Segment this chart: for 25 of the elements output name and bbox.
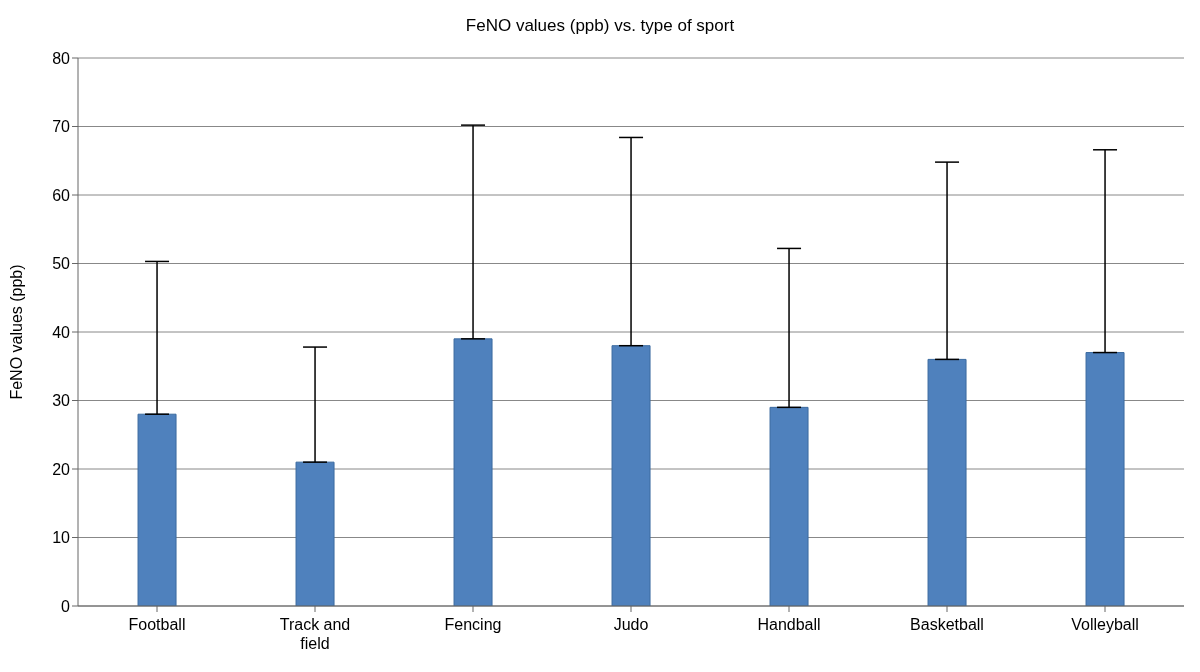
bar [453,338,493,606]
y-tick-label: 40 [52,323,71,341]
x-tick-label: Football [128,616,186,633]
y-tick-label: 30 [52,392,71,410]
x-tick-label: Handball [757,616,821,633]
y-tick-label: 80 [52,49,71,67]
chart-title: FeNO values (ppb) vs. type of sport [464,15,736,37]
y-tick-label: 10 [52,529,71,547]
bar [927,358,967,606]
y-tick-label: 60 [52,186,71,204]
bar [611,345,651,606]
x-tick-label: Fencing [444,616,502,633]
x-tick-label: Judo [613,616,649,633]
bar [1085,352,1125,606]
y-axis-title: FeNO values (ppb) [7,264,25,400]
y-tick-label: 0 [61,597,71,615]
y-tick-label: 70 [52,118,71,136]
y-tick-label: 20 [52,460,71,478]
x-tick-label: Track and field [279,616,351,652]
x-tick-label: Volleyball [1071,616,1139,633]
bar [137,413,177,606]
bar [769,406,809,606]
y-tick-label: 50 [52,255,71,273]
bar [295,461,335,606]
x-tick-label: Basketball [910,616,984,633]
